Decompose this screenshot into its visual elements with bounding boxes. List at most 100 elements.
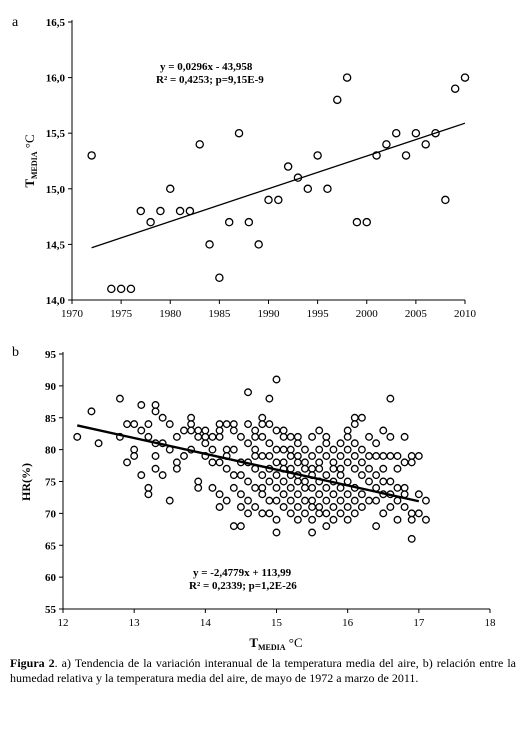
figure-caption: Figura 2. a) Tendencia de la variación i… bbox=[10, 656, 516, 686]
data-point bbox=[379, 426, 388, 435]
data-point bbox=[329, 445, 338, 454]
data-point bbox=[151, 407, 160, 416]
data-point bbox=[400, 458, 409, 467]
data-point bbox=[251, 426, 260, 435]
data-point bbox=[286, 509, 295, 518]
y-tick-label: 90 bbox=[45, 381, 57, 393]
data-point bbox=[301, 496, 309, 505]
data-point bbox=[201, 432, 210, 441]
data-point bbox=[258, 432, 267, 441]
y-tick-label: 85 bbox=[45, 413, 57, 425]
data-point bbox=[244, 496, 252, 505]
data-point bbox=[350, 439, 359, 448]
data-point bbox=[165, 420, 174, 429]
data-point bbox=[258, 483, 267, 492]
data-point bbox=[272, 528, 281, 537]
data-point bbox=[229, 471, 238, 480]
data-point bbox=[265, 394, 274, 403]
data-point bbox=[172, 458, 181, 467]
data-point bbox=[286, 496, 295, 505]
data-point bbox=[272, 471, 281, 480]
data-point bbox=[343, 445, 352, 454]
data-point bbox=[165, 496, 174, 505]
data-point bbox=[265, 439, 274, 448]
data-point bbox=[414, 490, 423, 499]
data-point bbox=[279, 445, 288, 454]
data-point bbox=[386, 477, 395, 486]
data-point bbox=[329, 490, 338, 499]
data-point bbox=[254, 240, 263, 249]
x-tick-label: 1990 bbox=[258, 308, 281, 320]
x-tick-label: 1970 bbox=[61, 308, 84, 320]
y-tick-label: 70 bbox=[45, 508, 57, 520]
data-point bbox=[315, 458, 324, 467]
y-tick-label: 15,0 bbox=[46, 184, 66, 196]
data-point bbox=[236, 471, 245, 480]
data-point bbox=[372, 496, 381, 505]
data-point bbox=[215, 432, 224, 441]
data-point bbox=[258, 413, 267, 422]
data-point bbox=[283, 162, 293, 171]
data-point bbox=[308, 464, 317, 473]
data-point bbox=[194, 432, 203, 441]
data-point bbox=[234, 128, 244, 138]
data-point bbox=[244, 388, 252, 397]
data-point bbox=[265, 496, 274, 505]
data-point bbox=[357, 490, 366, 499]
y-tick-label: 95 bbox=[45, 349, 57, 361]
data-point bbox=[293, 439, 302, 448]
x-tick-label: 17 bbox=[413, 617, 425, 629]
data-point bbox=[286, 445, 295, 454]
data-point bbox=[194, 426, 203, 435]
data-point bbox=[172, 464, 181, 473]
data-point bbox=[342, 73, 352, 82]
x-tick-label: 2000 bbox=[356, 308, 379, 320]
data-point bbox=[130, 452, 139, 460]
x-tick-label: 13 bbox=[129, 617, 141, 629]
data-point bbox=[229, 522, 238, 531]
data-point bbox=[322, 496, 331, 505]
data-point bbox=[251, 432, 260, 441]
data-point bbox=[87, 407, 96, 416]
data-point bbox=[365, 452, 373, 460]
data-point bbox=[386, 503, 395, 511]
panel-label: a bbox=[12, 15, 19, 30]
data-point bbox=[400, 432, 409, 441]
panel-a-chart: a 14,0 14,5 15,0 15,5 16,0 16,5 1970 1975 1980 198… bbox=[12, 15, 477, 320]
data-point bbox=[258, 420, 267, 429]
data-point bbox=[279, 432, 288, 441]
data-point bbox=[229, 420, 238, 429]
data-point bbox=[422, 515, 430, 524]
data-point bbox=[144, 490, 153, 499]
x-tick-label: 16 bbox=[342, 617, 354, 629]
data-point bbox=[208, 445, 217, 454]
data-point bbox=[365, 432, 373, 441]
data-point bbox=[272, 483, 281, 492]
data-point bbox=[393, 483, 402, 492]
data-point bbox=[350, 464, 359, 473]
x-tick-label: 1975 bbox=[110, 308, 133, 320]
data-point bbox=[137, 401, 146, 409]
data-point bbox=[372, 452, 381, 460]
data-point bbox=[357, 471, 366, 480]
x-tick-label: 18 bbox=[485, 617, 497, 629]
data-point bbox=[357, 413, 366, 422]
data-point bbox=[350, 509, 359, 518]
trendline bbox=[91, 122, 466, 249]
x-axis-label: TMEDIA °C bbox=[249, 635, 302, 652]
data-point bbox=[293, 515, 302, 524]
data-point bbox=[172, 432, 181, 441]
data-point bbox=[258, 490, 267, 499]
data-point bbox=[379, 452, 388, 460]
data-point bbox=[87, 151, 96, 160]
y-tick-label: 14,5 bbox=[46, 239, 66, 251]
data-point bbox=[279, 477, 288, 486]
data-point bbox=[329, 458, 338, 467]
data-point bbox=[201, 426, 210, 435]
data-point bbox=[343, 426, 352, 435]
r2-label: R² = 0,2339; p=1,2E-26 bbox=[189, 580, 297, 592]
data-point bbox=[421, 140, 430, 149]
data-point bbox=[144, 420, 153, 429]
x-tick-label: 2005 bbox=[405, 308, 428, 320]
data-point bbox=[136, 206, 146, 216]
